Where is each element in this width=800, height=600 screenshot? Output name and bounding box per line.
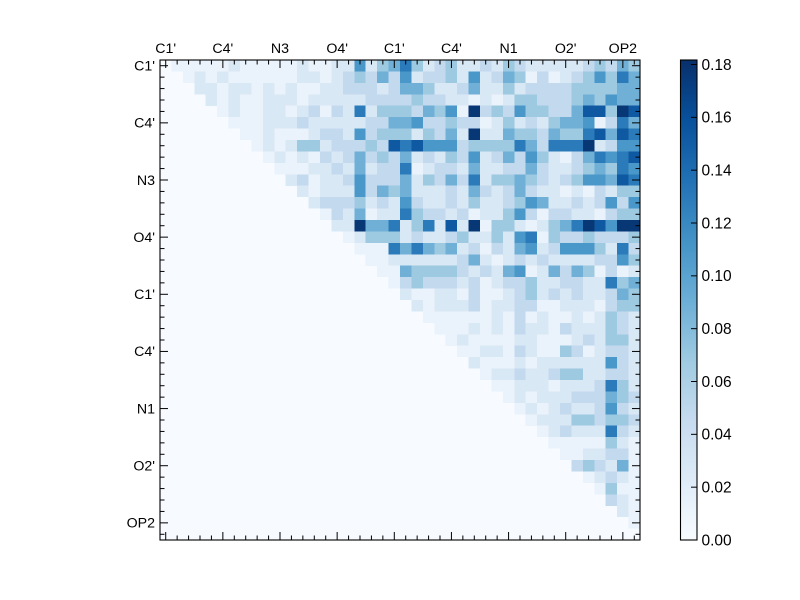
svg-text:N3: N3 (137, 173, 155, 189)
svg-text:O4': O4' (133, 230, 155, 246)
svg-text:C4': C4' (134, 344, 155, 360)
svg-text:C1': C1' (384, 41, 405, 57)
svg-text:0.18: 0.18 (702, 57, 732, 74)
svg-text:0.08: 0.08 (702, 321, 732, 338)
svg-text:C4': C4' (441, 41, 462, 57)
svg-text:0.10: 0.10 (702, 268, 733, 285)
svg-text:0.00: 0.00 (702, 532, 733, 549)
svg-text:OP2: OP2 (127, 516, 155, 532)
svg-text:0.02: 0.02 (702, 480, 732, 497)
svg-text:C1': C1' (155, 41, 176, 57)
svg-text:N3: N3 (271, 41, 289, 57)
svg-text:C4': C4' (134, 116, 155, 132)
svg-text:0.12: 0.12 (702, 215, 732, 232)
svg-text:O2': O2' (133, 459, 155, 475)
svg-text:N1: N1 (137, 401, 155, 417)
svg-text:OP2: OP2 (609, 41, 637, 57)
svg-text:N1: N1 (499, 41, 517, 57)
svg-text:0.06: 0.06 (702, 374, 732, 391)
svg-text:C4': C4' (212, 41, 233, 57)
svg-text:0.14: 0.14 (702, 163, 733, 180)
svg-text:0.16: 0.16 (702, 110, 732, 127)
svg-text:0.04: 0.04 (702, 427, 733, 444)
svg-text:O4': O4' (326, 41, 348, 57)
svg-text:O2': O2' (555, 41, 577, 57)
svg-text:C1': C1' (134, 287, 155, 303)
svg-text:C1': C1' (134, 59, 155, 75)
